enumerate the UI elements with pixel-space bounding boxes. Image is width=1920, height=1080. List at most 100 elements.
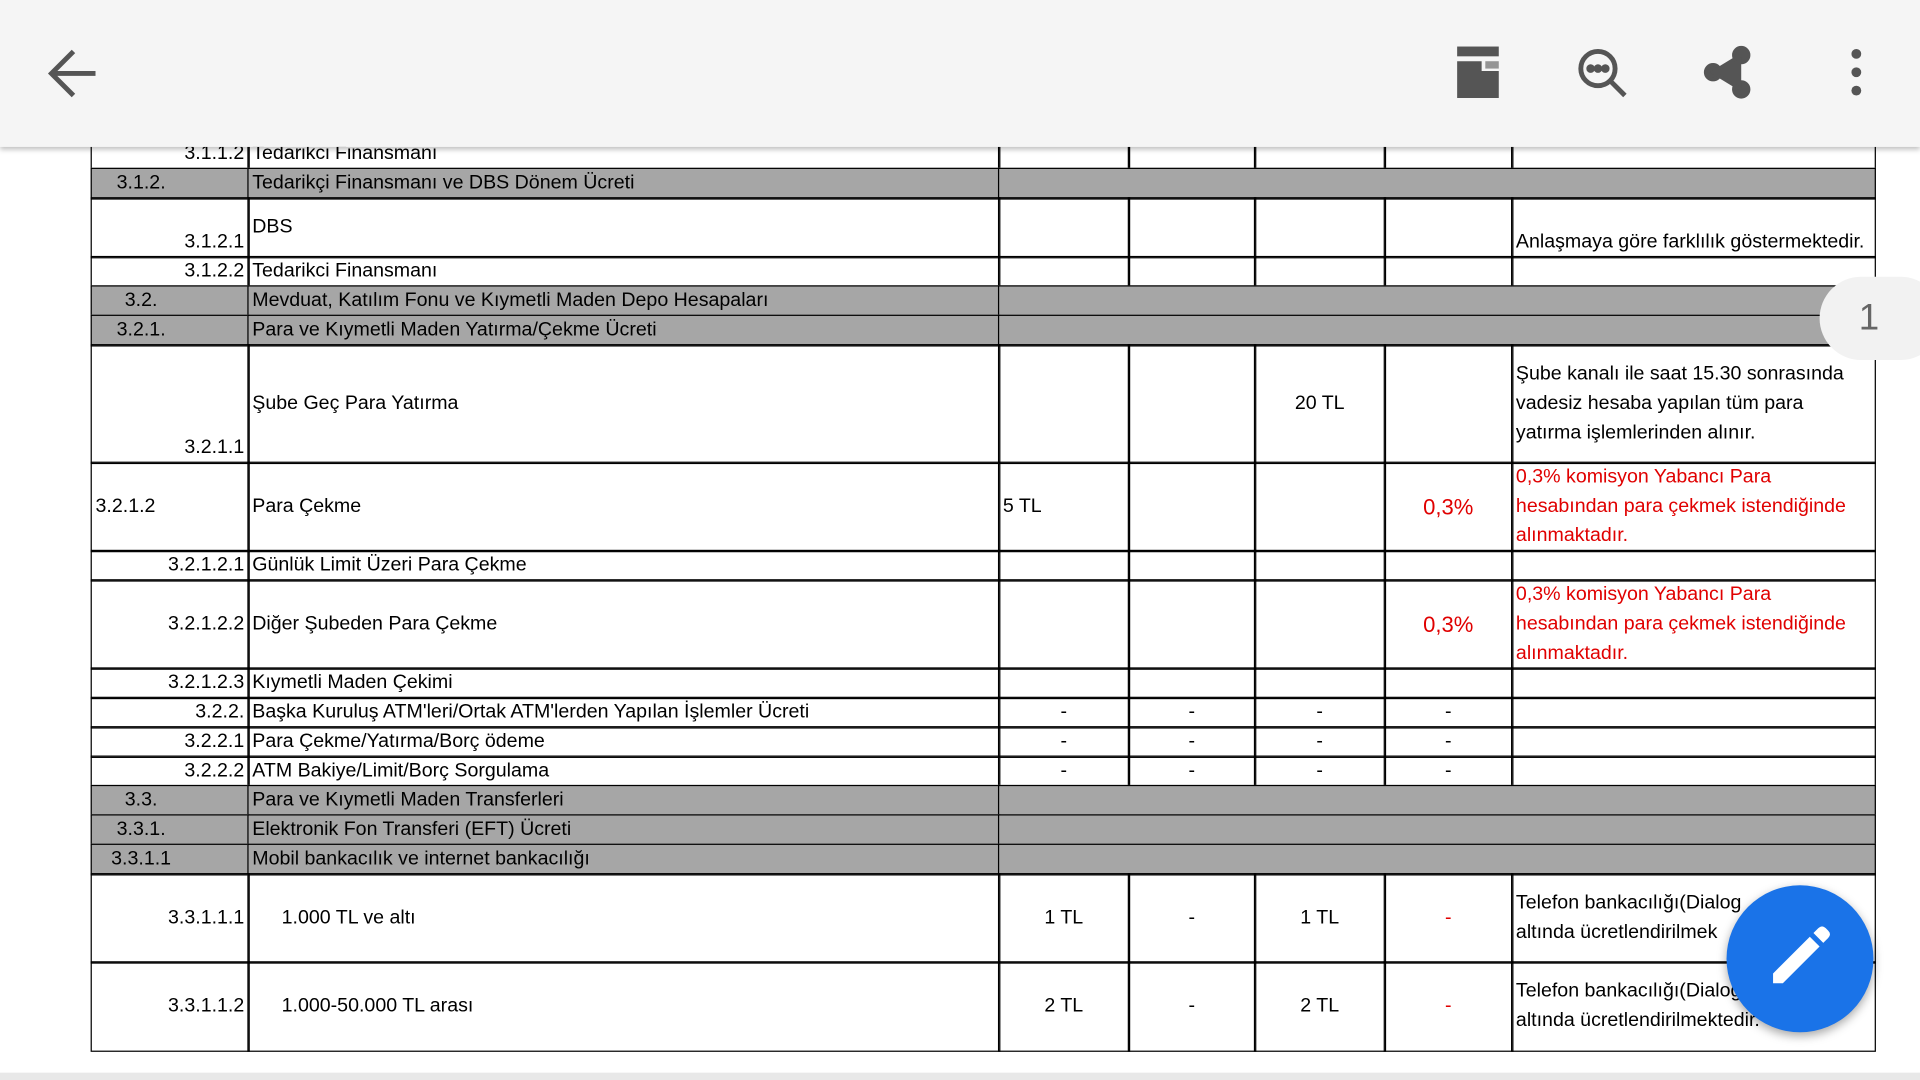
name-cell: Mevduat, Katılım Fonu ve Kıymetli Maden … <box>247 285 1000 317</box>
fee-value: 20 TL <box>1294 392 1345 414</box>
fee-value: - <box>1444 730 1452 752</box>
row-code: 3.2.1.2.3 <box>168 671 245 693</box>
fee-value: - <box>1316 730 1323 752</box>
code-cell: 3.1.2.2 <box>90 255 250 288</box>
note-cell: Şube kanalı ile saat 15.30 sonrasında vad… <box>1511 344 1876 464</box>
value-cell <box>997 344 1130 464</box>
name-cell: Kıymetli Maden Çekimi <box>247 667 1000 699</box>
fee-value: 2 TL <box>1300 995 1340 1017</box>
row-code: 3.2.1.2 <box>95 495 156 517</box>
name-cell: Başka Kuruluş ATM'leri/Ortak ATM'lerden … <box>247 696 1000 728</box>
fee-value: - <box>1444 701 1452 723</box>
value-cell <box>997 667 1130 699</box>
note-cell: Telefon bankacılığı(Dialog altında ücretl… <box>1511 873 1876 964</box>
note-line: alınmaktadır. <box>1515 525 1629 546</box>
code-cell: 3.3.1.1.2 <box>90 961 250 1052</box>
note-line: vadesiz hesaba yapılan tüm para <box>1515 392 1804 414</box>
value-cell <box>1127 579 1256 670</box>
fee-value: 0,3% <box>1423 494 1474 519</box>
note-cell <box>1511 755 1876 787</box>
name-cell: 1.000-50.000 TL arası <box>247 961 1000 1052</box>
value-cell <box>997 579 1130 670</box>
row-name: 1.000-50.000 TL arası <box>281 995 474 1017</box>
section-fill <box>997 167 1876 199</box>
value-cell <box>1253 461 1386 552</box>
top-bar <box>0 0 1920 147</box>
row-code: 3.3.1.1 <box>111 848 172 870</box>
row-name: Mevduat, Katılım Fonu ve Kıymetli Maden … <box>252 289 769 311</box>
edit-button[interactable] <box>1726 885 1874 1033</box>
value-cell <box>1127 461 1256 552</box>
fee-value: - <box>1188 907 1195 928</box>
value-cell <box>1127 344 1256 464</box>
row-code: 3.2. <box>124 289 158 311</box>
value-cell: - <box>1127 873 1256 964</box>
code-cell: 3.2. <box>90 285 250 317</box>
fee-value: 1 TL <box>1300 907 1340 928</box>
value-cell <box>997 255 1130 288</box>
fee-value: 0,3% <box>1423 611 1474 637</box>
note-line: alınmaktadır. <box>1515 642 1629 664</box>
value-cell: - <box>1127 696 1256 728</box>
code-cell: 3.2.1.2 <box>90 461 250 552</box>
row-name: DBS <box>252 216 293 238</box>
value-cell: - <box>997 726 1130 758</box>
note-line: 0,3% komisyon Yabancı Para <box>1515 466 1772 488</box>
section-fill <box>997 814 1876 846</box>
code-cell: 3.2.2. <box>90 696 250 728</box>
search-button[interactable] <box>1578 48 1627 98</box>
value-cell: - <box>1383 755 1513 787</box>
fee-value: - <box>1316 701 1323 723</box>
row-name: Kıymetli Maden Çekimi <box>252 671 453 693</box>
back-button[interactable] <box>47 49 96 98</box>
code-cell: 3.3.1. <box>90 814 250 846</box>
value-cell: 1 TL <box>997 873 1130 964</box>
note-line: Anlaşmaya göre farklılık göstermektedir. <box>1515 230 1865 252</box>
code-cell: 3.2.1.2.2 <box>90 579 250 670</box>
value-cell <box>1383 549 1513 582</box>
toolbar-icons <box>47 45 1862 99</box>
code-cell: 3.3. <box>90 784 250 817</box>
note-cell: 0,3% komisyon Yabancı Para hesabından par… <box>1511 579 1876 670</box>
row-code: 3.2.1. <box>116 319 166 341</box>
fee-value: - <box>1060 730 1068 752</box>
fee-value: - <box>1188 995 1195 1017</box>
fee-value: 2 TL <box>1044 995 1084 1017</box>
section-fill <box>997 314 1876 346</box>
share-button[interactable] <box>1703 45 1751 99</box>
value-cell <box>1127 197 1256 258</box>
value-cell: - <box>1253 696 1386 728</box>
fee-value: 1 TL <box>1044 907 1084 928</box>
row-name: Tedarikçi Finansmanı ve DBS Dönem Ücreti <box>252 172 635 194</box>
row-code: 3.2.2.2 <box>184 760 245 781</box>
more-button[interactable] <box>1851 48 1862 96</box>
note-line: Telefon bankacılığı(Dialog <box>1515 980 1742 1002</box>
value-cell <box>1253 549 1386 582</box>
value-cell <box>1253 667 1386 699</box>
row-code: 3.3. <box>124 789 158 811</box>
row-code: 3.1.2.2 <box>184 260 245 282</box>
code-cell: 3.2.1.2.3 <box>90 667 250 699</box>
code-cell: 3.2.1.1 <box>90 344 250 464</box>
value-cell: - <box>997 755 1130 787</box>
row-code: 3.1.2. <box>116 172 166 194</box>
row-code: 3.3.1. <box>116 818 166 840</box>
note-line: hesabından para çekmek istendiğinde <box>1515 495 1846 517</box>
value-cell <box>1127 667 1256 699</box>
name-cell: 1.000 TL ve altı <box>247 873 1000 964</box>
row-name: ATM Bakiye/Limit/Borç Sorgulama <box>252 760 550 781</box>
reading-mode-button[interactable] <box>1457 46 1499 98</box>
code-cell: 3.3.1.1 <box>90 843 250 875</box>
value-cell: 5 TL <box>997 461 1130 552</box>
note-line: 0,3% komisyon Yabancı Para <box>1515 583 1772 605</box>
value-cell <box>1127 549 1256 582</box>
value-cell: - <box>1383 873 1513 964</box>
name-cell: Tedarikçi Finansmanı ve DBS Dönem Ücreti <box>247 167 1000 199</box>
value-cell: 20 TL <box>1253 344 1386 464</box>
section-fill <box>997 285 1876 317</box>
row-name: Para ve Kıymetli Maden Transferleri <box>252 789 564 811</box>
row-name: Para ve Kıymetli Maden Yatırma/Çekme Ücr… <box>252 319 657 341</box>
name-cell: Para ve Kıymetli Maden Yatırma/Çekme Ücr… <box>247 314 1000 346</box>
